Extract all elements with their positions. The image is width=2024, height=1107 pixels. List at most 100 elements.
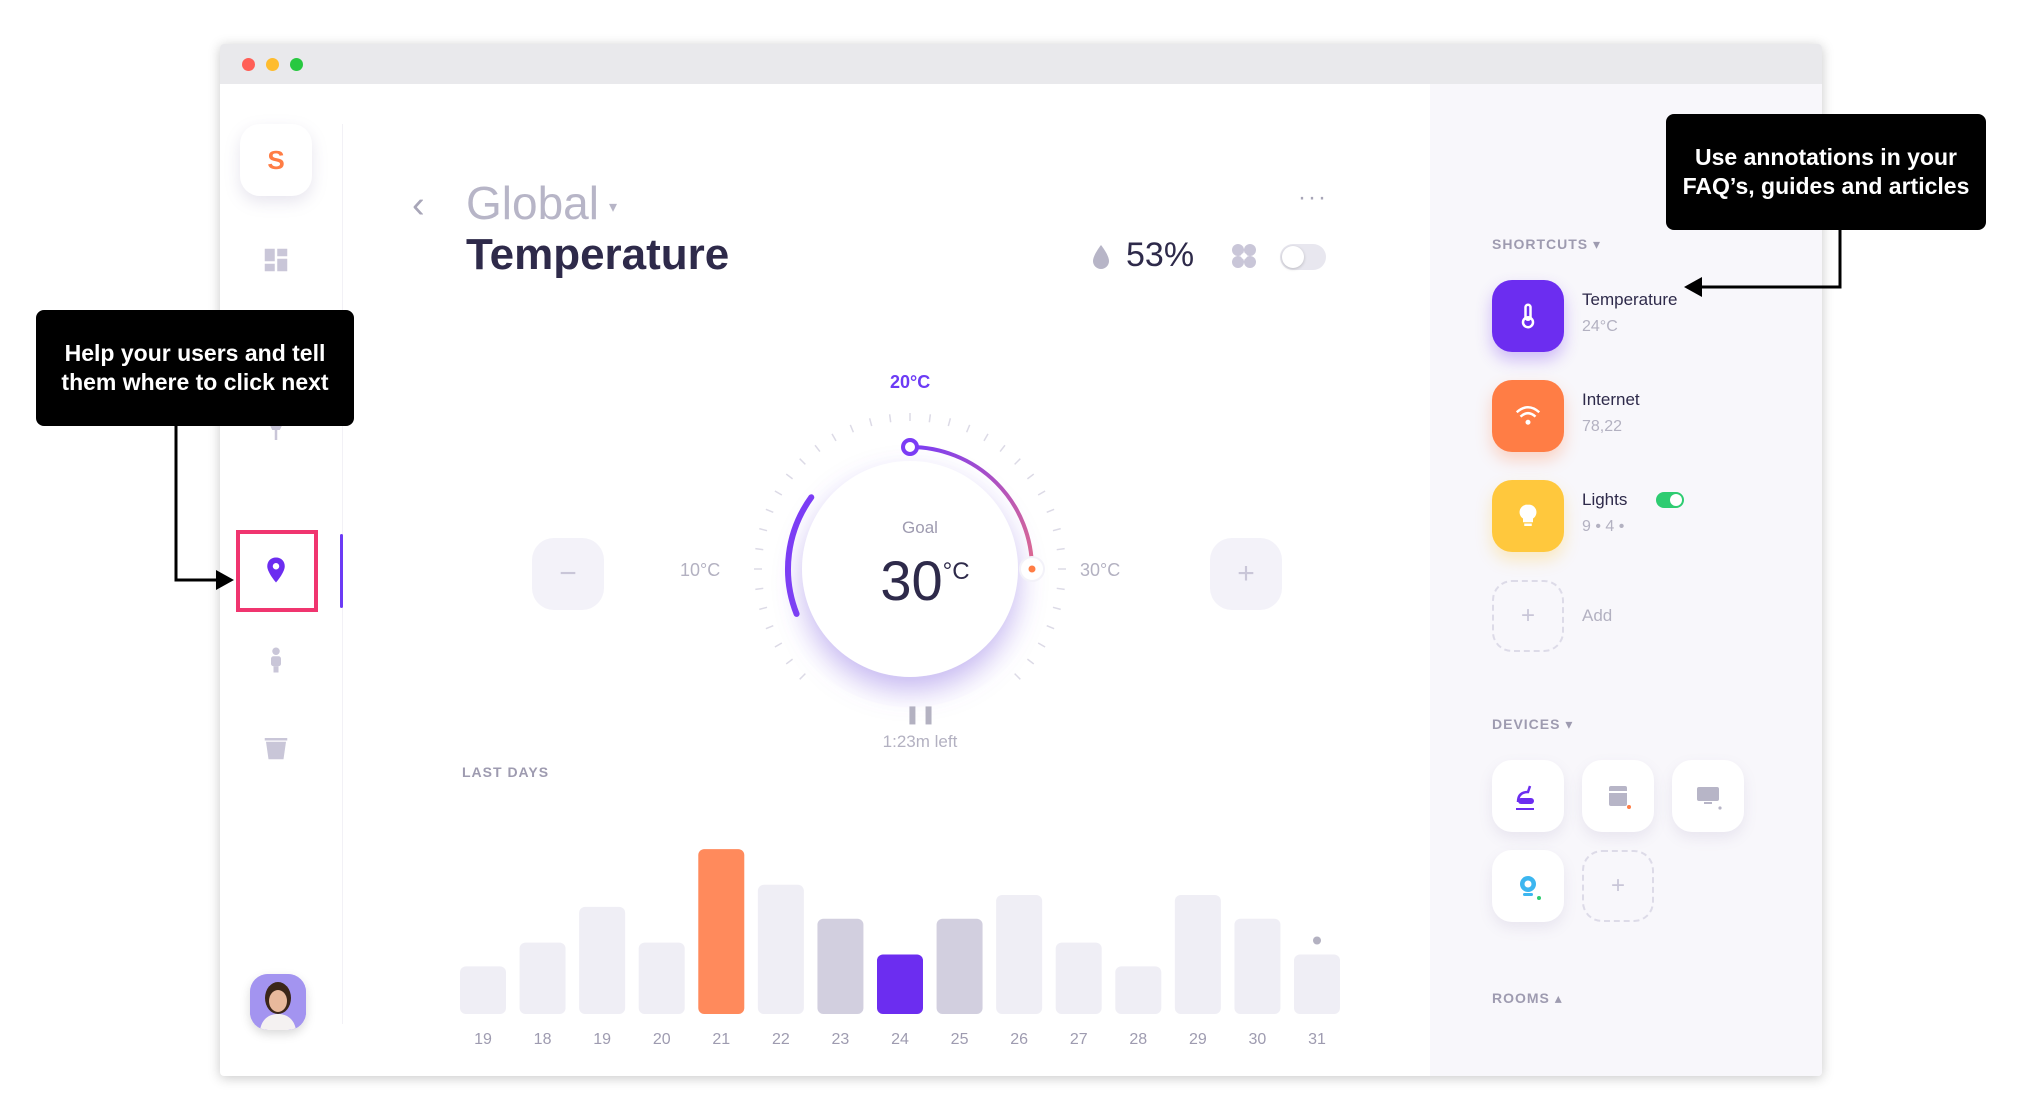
chart-bar[interactable]	[1115, 966, 1162, 1014]
current-temperature-handle[interactable]	[901, 438, 919, 456]
chart-tick-label: 21	[712, 1031, 730, 1048]
shortcut-lights-button[interactable]	[1492, 480, 1564, 552]
chart-bar[interactable]	[757, 884, 804, 1014]
devices-label[interactable]: DEVICES ▾	[1492, 716, 1573, 733]
shortcut-lights-name: Lights	[1582, 490, 1628, 509]
dial-tick	[1014, 458, 1021, 465]
device-dishwasher[interactable]	[1582, 760, 1654, 832]
chart-tick-label: 20	[653, 1031, 671, 1048]
more-options-button[interactable]: ···	[1298, 184, 1328, 211]
chart-bar[interactable]	[519, 942, 566, 1014]
goal-label: Goal	[902, 518, 938, 537]
chart-tick-label: 28	[1129, 1031, 1147, 1048]
add-device-button[interactable]: +	[1582, 850, 1654, 922]
bulb-icon	[1519, 504, 1537, 526]
chevron-up-icon: ▴	[1554, 990, 1563, 1006]
chart-tick-label: 24	[891, 1031, 909, 1048]
annotation-right: Use annotations in your FAQ’s, guides an…	[1666, 114, 1986, 230]
dial-tick	[1046, 508, 1055, 514]
increase-temperature-button[interactable]: +	[1210, 538, 1282, 610]
goal-handle-dot	[1028, 565, 1036, 573]
chart-bar[interactable]	[996, 895, 1043, 1014]
device-monitor[interactable]	[1672, 760, 1744, 832]
chart-bar[interactable]	[936, 918, 983, 1014]
camera-icon	[1520, 876, 1541, 900]
back-button[interactable]: ‹	[412, 184, 425, 226]
nav-bin[interactable]	[240, 712, 312, 784]
device-camera[interactable]	[1492, 850, 1564, 922]
dial-tick	[888, 414, 892, 423]
goal-temperature: 30°C	[850, 548, 1000, 613]
pause-button[interactable]: ❚❚	[904, 704, 938, 724]
title-bar	[220, 44, 1822, 84]
chart-bar[interactable]	[460, 966, 506, 1014]
vacuum-icon	[1516, 785, 1534, 810]
add-shortcut-label[interactable]: Add	[1582, 606, 1613, 625]
shortcut-internet-button[interactable]	[1492, 380, 1564, 452]
location-dropdown[interactable]: Global ▾	[466, 176, 617, 230]
dial-tick	[1052, 606, 1061, 611]
device-vacuum[interactable]	[1492, 760, 1564, 832]
dial-tick	[983, 433, 989, 442]
dial-tick	[1014, 673, 1021, 680]
fan-toggle[interactable]	[1280, 244, 1326, 270]
nav-dashboard[interactable]	[240, 224, 312, 296]
annotation-highlight-box	[236, 530, 318, 612]
devices-label-text: DEVICES	[1492, 716, 1561, 732]
avatar[interactable]	[250, 974, 306, 1030]
shortcut-temperature-button[interactable]	[1492, 280, 1564, 352]
maximize-window-button[interactable]	[290, 58, 303, 71]
close-window-button[interactable]	[242, 58, 255, 71]
goal-temperature-value: 30	[880, 549, 943, 612]
person-icon	[271, 647, 281, 673]
chart-tick-label: 18	[534, 1031, 552, 1048]
dial-target-label: 20°C	[890, 372, 931, 392]
chart-bar[interactable]	[817, 918, 864, 1014]
avatar-photo-icon	[250, 974, 306, 1030]
dial-center	[802, 461, 1018, 677]
chart-bar[interactable]	[579, 906, 626, 1014]
dial-tick	[755, 547, 764, 551]
left-arrow-line	[174, 426, 218, 582]
dial-tick	[1026, 658, 1035, 665]
dashboard-icon	[264, 248, 288, 272]
chart-bar[interactable]	[1234, 918, 1281, 1014]
rooms-label[interactable]: ROOMS ▴	[1492, 990, 1563, 1007]
dial-tick	[814, 444, 821, 453]
chart-bar[interactable]	[698, 849, 745, 1014]
shortcut-internet-value: 78,22	[1582, 418, 1623, 435]
chevron-down-icon: ▾	[1593, 236, 1602, 252]
chart-bar[interactable]	[1055, 942, 1102, 1014]
wifi-icon	[1515, 406, 1541, 425]
chart-tick-label: 19	[593, 1031, 611, 1048]
add-shortcut-button[interactable]: +	[1492, 580, 1564, 652]
dial-progress-arc	[908, 445, 1034, 571]
dial-tick	[774, 490, 783, 496]
dial-max-label: 30°C	[1080, 560, 1121, 580]
location-pin-icon	[267, 557, 285, 583]
rooms-label-text: ROOMS	[1492, 990, 1550, 1006]
minimize-window-button[interactable]	[266, 58, 279, 71]
decrease-temperature-button[interactable]: −	[532, 538, 604, 610]
dial-tick	[868, 418, 873, 427]
nav-person[interactable]	[240, 624, 312, 696]
chart-bar[interactable]	[877, 954, 923, 1015]
dial-min-label: 10°C	[680, 560, 721, 580]
shortcut-internet-name: Internet	[1582, 390, 1640, 409]
dial-tick	[774, 642, 783, 648]
lights-toggle[interactable]	[1656, 492, 1684, 508]
chart-bar[interactable]	[638, 942, 685, 1014]
app-window: S ‹	[220, 44, 1822, 1076]
chart-bar[interactable]	[1294, 954, 1340, 1015]
chart-tick-label: 30	[1249, 1031, 1267, 1048]
dial-tick	[765, 508, 774, 514]
chart-bar[interactable]	[1174, 895, 1221, 1014]
dial-tick	[799, 673, 806, 680]
chart-tick-label: 23	[832, 1031, 850, 1048]
dial-tick	[1056, 587, 1065, 591]
app-logo[interactable]: S	[240, 124, 312, 196]
dial-tick	[1052, 527, 1061, 532]
thermostat-dial[interactable]	[720, 374, 1120, 734]
shortcuts-label[interactable]: SHORTCUTS ▾	[1492, 236, 1601, 253]
nav-location[interactable]	[240, 534, 312, 606]
